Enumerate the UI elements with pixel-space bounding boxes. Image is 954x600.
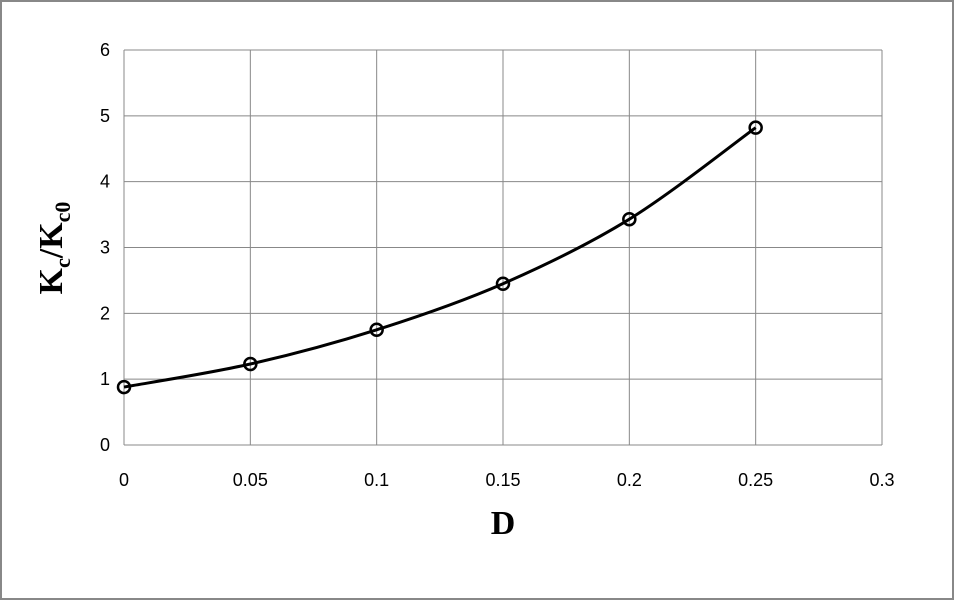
point-marker [243,356,258,372]
x-tick-label: 0.3 [869,470,894,490]
y-axis-title-part: K [33,267,70,294]
point-marker [495,276,511,291]
point-marker [748,120,763,135]
series-line [123,126,757,389]
y-tick-label: 2 [100,303,110,323]
y-tick-label: 6 [100,40,110,60]
point-marker [622,211,637,227]
point-marker [116,379,132,395]
y-tick-label: 4 [100,172,110,192]
point-marker [369,322,384,338]
y-axis-title: Kc/Kc0 [33,202,75,295]
y-axis-title-part: c [50,258,75,268]
x-axis-title: D [491,505,516,542]
y-tick-label: 0 [100,435,110,455]
x-tick-label: 0.25 [738,470,773,490]
y-axis-title-part: c0 [50,202,75,223]
x-tick-label: 0.2 [617,470,642,490]
y-tick-label: 3 [100,238,110,258]
x-tick-label: 0.05 [233,470,268,490]
y-tick-label: 5 [100,106,110,126]
x-tick-label: 0.15 [485,470,520,490]
x-tick-label: 0 [119,470,129,490]
y-axis-title-part: /K [33,222,70,259]
x-tick-label: 0.1 [364,470,389,490]
y-tick-label: 1 [100,369,110,389]
